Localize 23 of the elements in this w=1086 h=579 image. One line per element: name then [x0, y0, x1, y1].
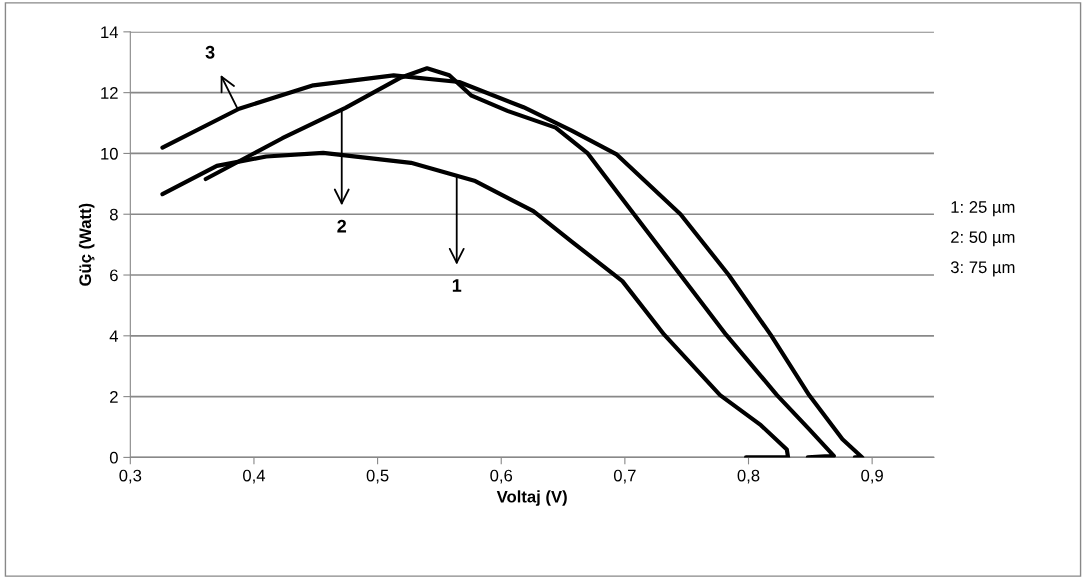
- annotation: 2: [337, 219, 347, 233]
- x-tick-label: 0,6: [490, 469, 513, 484]
- x-tick-label: 0,8: [737, 469, 760, 484]
- y-tick-label: 12: [101, 87, 118, 99]
- y-tick-label: 0: [109, 451, 118, 464]
- x-axis-title: Voltaj (V): [496, 490, 567, 506]
- y-tick-label: 2: [110, 391, 118, 403]
- y-tick-label: 6: [110, 269, 118, 282]
- text: 3: 75 µm: [950, 261, 1015, 277]
- annotation: 3: [205, 45, 215, 59]
- x-tick-label: 0,7: [613, 469, 636, 484]
- annotation: 1: [452, 279, 462, 292]
- x-tick-label: 0,3: [119, 469, 142, 484]
- x-tick-label: 0,4: [243, 469, 266, 484]
- y-tick-label: 10: [101, 147, 118, 160]
- x-tick-label: 0,5: [366, 469, 389, 484]
- text: 1: 25 µm: [951, 201, 1015, 217]
- y-axis-title: Güç (Watt): [78, 203, 95, 286]
- text: 2: 50 µm: [951, 231, 1015, 247]
- y-tick-label: 4: [109, 330, 119, 342]
- y-tick-label: 8: [109, 208, 118, 221]
- x-tick-label: 0,9: [861, 469, 883, 484]
- y-tick-label: 14: [101, 26, 119, 38]
